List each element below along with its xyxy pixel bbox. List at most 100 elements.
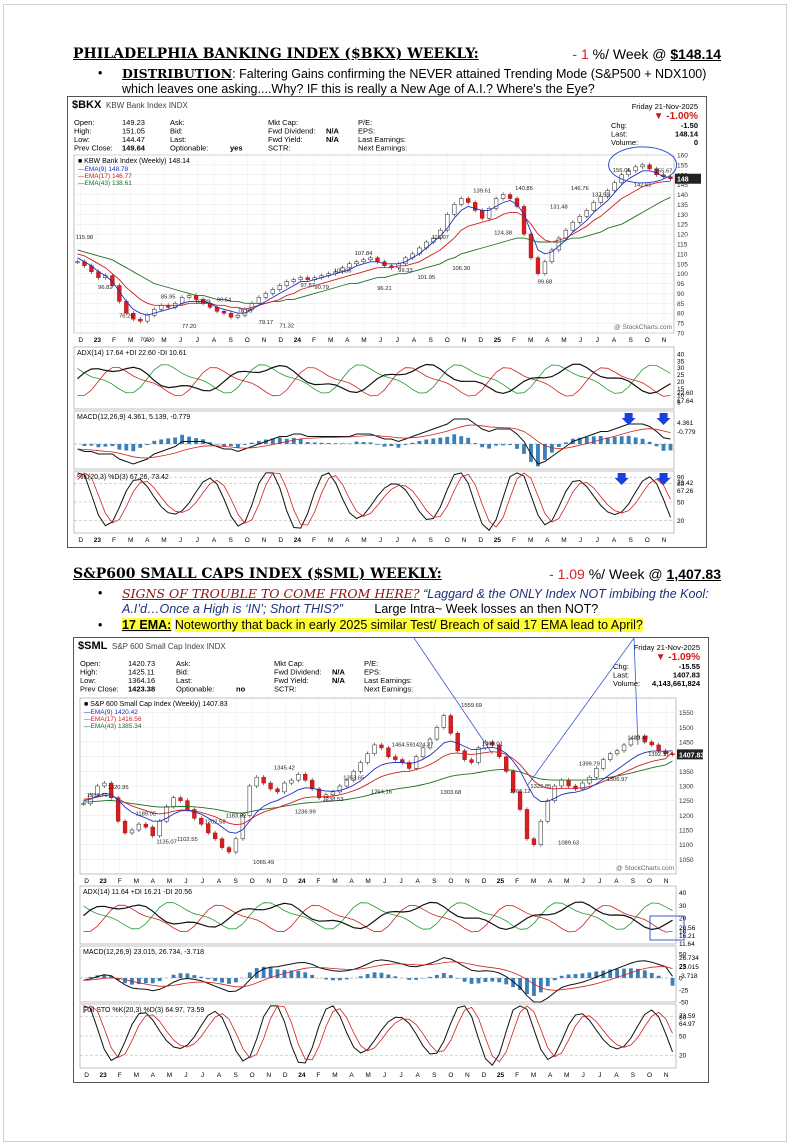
x-tick-label-bottom: J xyxy=(201,1072,204,1079)
macd-hist-bar xyxy=(511,978,516,988)
candle-body xyxy=(466,198,471,203)
x-tick-label: O xyxy=(445,337,450,344)
x-tick-label: M xyxy=(332,878,337,885)
macd-hist-bar xyxy=(229,444,233,446)
candle-body xyxy=(598,196,603,203)
section1-bullet: DISTRIBUTION: Faltering Gains confirming… xyxy=(94,66,714,97)
macd-hist-bar xyxy=(103,444,108,447)
candle-body xyxy=(316,788,322,798)
macd-hist-bar xyxy=(152,440,157,444)
candle-body xyxy=(199,818,204,825)
chart-symbol: $BKX xyxy=(72,99,102,111)
price-annotation: 90.54 xyxy=(217,297,232,303)
candle-body xyxy=(109,782,114,798)
macd-hist-bar xyxy=(110,444,115,447)
candle-body xyxy=(344,779,349,787)
x-tick-label-bottom: N xyxy=(662,537,667,544)
macd-hist-bar xyxy=(497,978,502,983)
x-tick-label: S xyxy=(631,878,636,885)
macd-hist-bar xyxy=(459,436,464,444)
price-annotation: 1353.65 xyxy=(343,775,364,781)
x-tick-label-bottom: S xyxy=(628,537,633,544)
macd-hist-bar xyxy=(365,974,370,978)
candle-body xyxy=(351,771,356,781)
candle-body xyxy=(296,774,301,781)
macd-hist-bar xyxy=(143,978,148,984)
stat-label: Last: xyxy=(176,676,192,685)
macd-hist-bar xyxy=(480,444,485,448)
macd-hist-bar xyxy=(649,972,654,978)
macd-label: MACD(12,26,9) 4.361, 5.139, -0.779 xyxy=(77,414,190,421)
x-tick-label: 23 xyxy=(94,337,102,344)
candle-body xyxy=(570,221,576,231)
price-annotation: 71.32 xyxy=(280,323,295,329)
x-tick-label-bottom: 24 xyxy=(298,1072,306,1079)
price-annotation: 85.95 xyxy=(161,294,176,300)
section1-bullets: DISTRIBUTION: Faltering Gains confirming… xyxy=(94,66,714,97)
adx-y-tick: 15 xyxy=(677,386,685,393)
price-annotation: 124.38 xyxy=(494,230,512,236)
x-tick-label: D xyxy=(482,878,487,885)
highlight-ellipse xyxy=(608,146,678,184)
x-tick-label: A xyxy=(612,337,617,344)
macd-hist-bar xyxy=(559,975,564,978)
macd-hist-bar xyxy=(243,444,247,445)
adx-label: ADX(14) 11.64 +DI 16.21 -DI 20.56 xyxy=(83,889,192,896)
candle-body xyxy=(407,762,412,769)
candle-body xyxy=(393,756,398,760)
macd-hist-bar xyxy=(414,978,419,980)
price-annotation: 105.06 xyxy=(334,269,352,275)
macd-hist-bar xyxy=(310,974,315,978)
candle-body xyxy=(507,194,513,199)
price-annotation: 115.98 xyxy=(76,235,93,241)
down-arrow-icon xyxy=(656,473,671,485)
y-tick-label: 120 xyxy=(677,232,688,239)
candle-body xyxy=(81,803,86,805)
macd-hist-bar xyxy=(361,442,366,444)
stat-label: Last: xyxy=(170,135,186,144)
x-tick-label: A xyxy=(614,878,619,885)
x-tick-label-bottom: S xyxy=(432,1072,437,1079)
candle-body xyxy=(131,312,136,320)
candle-body xyxy=(386,747,391,757)
x-tick-label: J xyxy=(579,337,582,344)
x-tick-label-bottom: O xyxy=(645,537,650,544)
price-annotation: 70.30 xyxy=(140,337,155,343)
x-tick-label-bottom: M xyxy=(167,1072,172,1079)
x-tick-label: J xyxy=(396,337,399,344)
macd-hist-bar xyxy=(178,973,183,978)
candle-body xyxy=(486,208,492,219)
sto-y-tick: 50 xyxy=(677,500,685,507)
macd-right-label: 23.015 xyxy=(679,964,699,971)
macd-hist-bar xyxy=(333,443,338,444)
candle-body xyxy=(584,210,589,217)
macd-hist-bar xyxy=(543,444,547,460)
section1-change-suffix: %/ Week @ xyxy=(588,46,671,62)
macd-hist-bar xyxy=(584,437,589,444)
macd-hist-bar xyxy=(536,444,540,467)
macd-hist-bar xyxy=(171,974,176,978)
candle-body xyxy=(434,727,440,740)
macd-hist-bar xyxy=(102,974,107,978)
macd-hist-bar xyxy=(131,444,136,452)
y-tick-label: 1250 xyxy=(679,798,694,805)
x-tick-label: F xyxy=(112,337,116,344)
stat-label: Ask: xyxy=(176,659,191,668)
stat-value: 1423.38 xyxy=(128,685,155,694)
x-tick-label-bottom: N xyxy=(664,1072,669,1079)
macd-hist-bar xyxy=(403,444,408,445)
x-tick-label-bottom: 25 xyxy=(494,537,502,544)
macd-hist-bar xyxy=(504,978,509,985)
stat-optionable: yes xyxy=(230,144,243,153)
chart-date: Friday 21-Nov-2025 xyxy=(632,102,698,111)
distribution-text: : Faltering Gains confirming the NEVER a… xyxy=(122,67,707,96)
y-tick-label: 125 xyxy=(677,222,688,229)
candle-body xyxy=(303,774,308,781)
x-tick-label: F xyxy=(118,878,122,885)
candle-body xyxy=(361,259,366,263)
macd-hist-bar xyxy=(206,978,211,980)
candle-body xyxy=(517,791,523,810)
macd-right-label: 26.734 xyxy=(679,955,699,962)
macd-hist-bar xyxy=(372,972,377,978)
bkx-chart-svg: $BKX KBW Bank Index INDX Open: 149.23 Ask: Hi… xyxy=(68,97,706,544)
